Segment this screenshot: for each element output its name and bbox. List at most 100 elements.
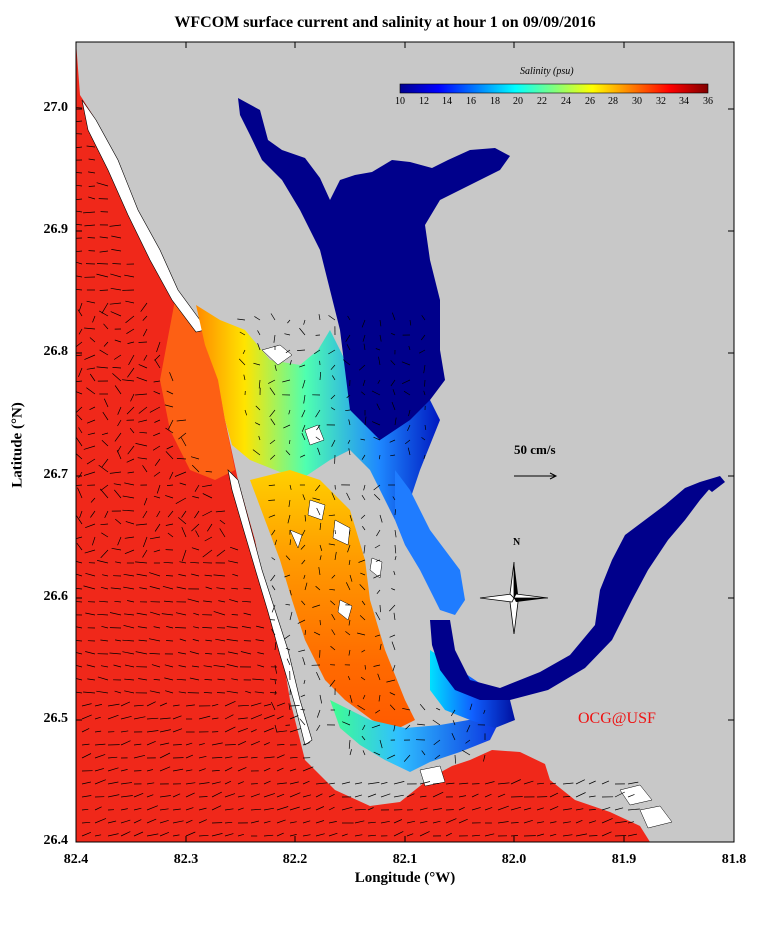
current-vector: [523, 807, 532, 811]
current-vector: [124, 678, 135, 681]
current-vector: [289, 792, 301, 798]
current-vector: [289, 834, 297, 837]
current-vector: [393, 781, 405, 785]
current-vector: [401, 379, 411, 385]
current-vector: [100, 549, 109, 559]
current-vector: [165, 690, 174, 694]
current-vector: [198, 834, 209, 837]
current-vector: [401, 361, 411, 366]
current-vector: [169, 471, 174, 480]
current-vector: [317, 447, 321, 456]
current-vector: [107, 833, 119, 837]
current-vector: [94, 743, 106, 746]
current-vector: [362, 724, 366, 731]
current-vector: [389, 604, 396, 612]
colorbar-tick: 14: [442, 96, 452, 107]
current-vector: [126, 406, 135, 415]
current-vector: [601, 818, 613, 824]
current-vector: [76, 107, 83, 109]
current-vector: [124, 536, 135, 539]
current-vector: [92, 315, 96, 323]
current-vector: [189, 677, 200, 681]
current-vector: [269, 409, 276, 418]
current-vector: [347, 675, 351, 681]
current-vector: [149, 572, 161, 577]
current-vector: [133, 743, 142, 746]
current-vector: [123, 624, 135, 629]
current-vector: [94, 779, 106, 785]
current-vector: [136, 376, 148, 382]
caloosahatchee-river: [430, 482, 712, 700]
current-vector: [204, 536, 213, 542]
current-vector: [166, 484, 174, 486]
current-vector: [341, 781, 351, 785]
current-vector: [107, 820, 117, 824]
current-vector: [205, 586, 213, 590]
current-vector: [166, 640, 174, 642]
current-vector: [371, 421, 381, 426]
current-vector: [139, 587, 148, 590]
island-speck: [619, 784, 653, 806]
current-vector: [316, 424, 321, 431]
current-vector: [205, 639, 213, 642]
colorbar-tick: 30: [632, 96, 642, 107]
current-vector: [94, 716, 101, 720]
current-vector: [483, 754, 486, 762]
current-vector: [302, 820, 311, 824]
current-vector: [359, 615, 366, 621]
current-vector: [195, 530, 200, 538]
current-vector: [211, 805, 222, 811]
current-vector: [263, 793, 276, 798]
current-vector: [302, 657, 306, 666]
current-vector: [175, 497, 187, 505]
current-vector: [271, 629, 276, 636]
current-vector: [285, 450, 291, 456]
current-vector: [243, 612, 252, 616]
current-vector: [101, 458, 109, 468]
current-vector: [146, 701, 156, 707]
current-vector: [172, 834, 180, 837]
current-vector: [185, 831, 196, 837]
current-vector: [180, 437, 187, 447]
current-vector: [164, 404, 174, 408]
current-vector: [198, 743, 205, 746]
current-vector: [302, 780, 310, 785]
current-vector: [358, 559, 366, 563]
current-vector: [483, 709, 486, 714]
current-vector: [172, 808, 181, 811]
current-vector: [263, 714, 275, 720]
x-tick-label: 82.1: [392, 852, 418, 867]
current-vector: [84, 549, 96, 554]
current-vector: [85, 651, 96, 655]
current-vector: [203, 692, 213, 694]
current-vector: [274, 539, 277, 546]
current-vector: [76, 652, 83, 655]
current-vector: [331, 407, 336, 411]
current-vector: [79, 510, 83, 519]
current-vector: [228, 560, 239, 564]
current-vector: [328, 543, 336, 546]
current-vector: [185, 792, 195, 798]
current-vector: [303, 319, 306, 325]
current-vector: [346, 394, 351, 399]
current-vector: [285, 555, 291, 561]
current-vector: [86, 419, 96, 424]
current-vector: [224, 793, 236, 798]
current-vector: [101, 432, 109, 436]
current-vector: [378, 454, 381, 460]
current-vector: [224, 780, 232, 785]
current-vector: [316, 507, 321, 516]
current-vector: [348, 448, 351, 456]
current-vector: [362, 694, 366, 700]
current-vector: [104, 510, 109, 518]
current-vector: [391, 312, 396, 321]
current-vector: [289, 715, 299, 720]
current-vector: [562, 834, 573, 837]
colorbar-tick: 16: [466, 96, 476, 107]
current-vector: [375, 348, 381, 351]
current-vector: [102, 574, 109, 577]
current-vector: [345, 582, 351, 591]
current-vector: [393, 612, 396, 621]
current-vector: [257, 330, 261, 336]
island-speck: [261, 344, 293, 366]
